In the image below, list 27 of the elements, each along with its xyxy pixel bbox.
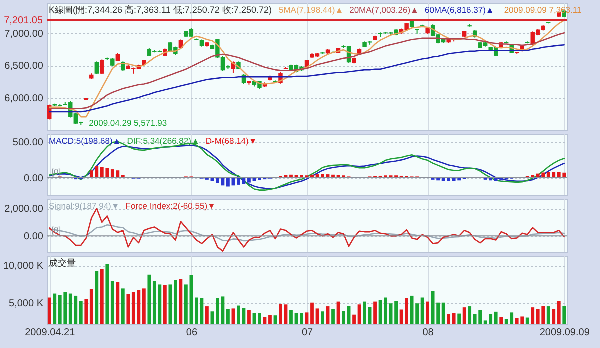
y-tick-label: 6,500.00 xyxy=(4,61,44,72)
series-label: DIF:5,34(266.82)▲ xyxy=(127,136,200,146)
text: 5MA(7,198.44)▲ xyxy=(278,5,344,15)
series-label: MACD:5(198.68)▲ xyxy=(49,136,122,146)
x-tick-label: 2009.09.09 xyxy=(540,328,590,338)
series-label: Signal:9(187.94)▼ xyxy=(49,201,120,211)
annotation: 2009.04.29 5,571.93 xyxy=(89,118,168,128)
x-tick-label: 07 xyxy=(302,328,314,338)
y-tick-label: 7,000.00 xyxy=(4,28,44,40)
text: D-M(68.14)▼ xyxy=(206,136,258,146)
text: 20MA(7,003.26)▲ xyxy=(350,5,419,15)
chart-title: 成交量 xyxy=(49,258,76,268)
text: 60MA(6,816.37)▲ xyxy=(424,5,494,15)
x-tick-label: 2009.04.21 xyxy=(25,328,76,338)
y-tick-label: 0.00 xyxy=(24,173,44,184)
y-tick-label: 5,000 K xyxy=(9,298,44,310)
ref-line-label: 7,201.05 xyxy=(4,15,44,26)
chart-title: K線圖(開:7,344.26 高:7,363.11 低:7,250.72 收:7,250.72) xyxy=(49,5,272,15)
y-tick-label: 10,000 K xyxy=(3,261,44,272)
text: Force Index:2(-60.55)▼ xyxy=(126,201,216,211)
annotation: 2009.09.09 7,363.11 xyxy=(504,5,582,15)
x-tick-label: 08 xyxy=(422,328,434,338)
y-tick-label: 0.00 xyxy=(24,232,44,243)
x-tick-label: 06 xyxy=(186,328,198,338)
y-tick-label: 6,000.00 xyxy=(4,93,44,104)
y-tick-label: 500.00 xyxy=(12,137,44,148)
y-tick-label: 2,000.00 xyxy=(4,204,44,216)
